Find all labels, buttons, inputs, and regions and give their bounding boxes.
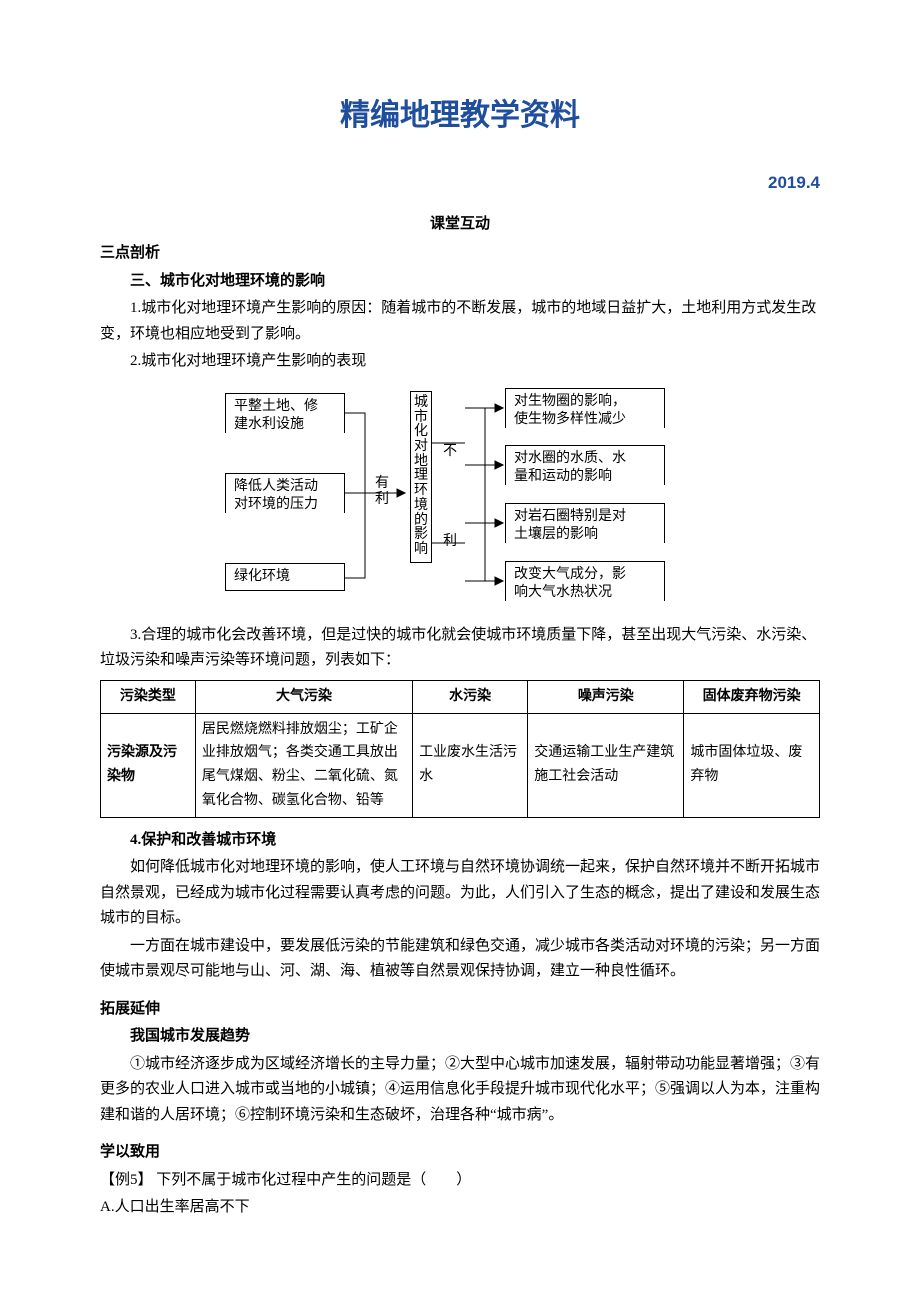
diagram-left-2: 降低人类活动 对环境的压力: [225, 473, 345, 513]
para-4b: 一方面在城市建设中，要发展低污染的节能建筑和绿色交通，减少城市各类活动对环境的污…: [100, 934, 820, 985]
question-5-opt-a: A.人口出生率居高不下: [100, 1195, 820, 1221]
col-noise: 噪声污染: [528, 680, 684, 713]
main-title: 精编地理教学资料: [100, 90, 820, 141]
diagram-urbanization: 平整土地、修 建水利设施 降低人类活动 对环境的压力 绿化环境 有 利 不 利 …: [100, 383, 820, 613]
para-3-3: 3.合理的城市化会改善环境，但是过快的城市化就会使城市环境质量下降，甚至出现大气…: [100, 623, 820, 674]
row-header: 污染源及污染物: [101, 713, 196, 817]
diagram-label-favorable-top: 有: [375, 475, 389, 491]
diagram-left-1: 平整土地、修 建水利设施: [225, 393, 345, 433]
heading-analyze: 三点剖析: [100, 241, 820, 267]
col-solid: 固体废弃物污染: [684, 680, 820, 713]
diagram-label-unfavorable-bot: 利: [443, 533, 457, 549]
para-3-1: 1.城市化对地理环境产生影响的原因：随着城市的不断发展，城市的地域日益扩大，土地…: [100, 296, 820, 347]
heading-4: 4.保护和改善城市环境: [100, 828, 820, 854]
col-type: 污染类型: [101, 680, 196, 713]
para-3-2: 2.城市化对地理环境产生影响的表现: [100, 349, 820, 375]
question-5: 【例5】 下列不属于城市化过程中产生的问题是（ ）: [100, 1168, 820, 1194]
heading-apply: 学以致用: [100, 1140, 820, 1166]
diagram-right-3: 对岩石圈特别是对 土壤层的影响: [505, 503, 665, 543]
diagram-svg: 平整土地、修 建水利设施 降低人类活动 对环境的压力 绿化环境 有 利 不 利 …: [225, 383, 695, 613]
para-5: ①城市经济逐步成为区域经济增长的主导力量；②大型中心城市加速发展，辐射带动功能显…: [100, 1052, 820, 1129]
cell-solid: 城市固体垃圾、废弃物: [684, 713, 820, 817]
col-water: 水污染: [413, 680, 528, 713]
table-row: 污染源及污染物 居民燃烧燃料排放烟尘；工矿企业排放烟气；各类交通工具放出尾气煤烟…: [101, 713, 820, 817]
pollution-table: 污染类型 大气污染 水污染 噪声污染 固体废弃物污染 污染源及污染物 居民燃烧燃…: [100, 680, 820, 818]
cell-noise: 交通运输工业生产建筑施工社会活动: [528, 713, 684, 817]
section-title: 课堂互动: [100, 212, 820, 238]
para-4a: 如何降低城市化对地理环境的影响，使人工环境与自然环境协调统一起来，保护自然环境并…: [100, 855, 820, 932]
diagram-right-1: 对生物圈的影响， 使生物多样性减少: [505, 388, 665, 428]
heading-trend: 我国城市发展趋势: [100, 1024, 820, 1050]
diagram-right-2: 对水圈的水质、水 量和运动的影响: [505, 445, 665, 485]
col-air: 大气污染: [195, 680, 412, 713]
heading-extend: 拓展延伸: [100, 997, 820, 1023]
diagram-label-unfavorable-top: 不: [443, 444, 457, 459]
diagram-left-3: 绿化环境: [225, 563, 345, 591]
heading-3: 三、城市化对地理环境的影响: [100, 269, 820, 295]
document-date: 2019.4: [100, 169, 820, 198]
cell-water: 工业废水生活污水: [413, 713, 528, 817]
diagram-right-4: 改变大气成分，影 响大气水热状况: [505, 561, 665, 601]
document-page: 精编地理教学资料 2019.4 课堂互动 三点剖析 三、城市化对地理环境的影响 …: [0, 0, 920, 1302]
diagram-center: 城市化对地理环境的影响: [410, 391, 432, 563]
table-header-row: 污染类型 大气污染 水污染 噪声污染 固体废弃物污染: [101, 680, 820, 713]
cell-air: 居民燃烧燃料排放烟尘；工矿企业排放烟气；各类交通工具放出尾气煤烟、粉尘、二氧化硫…: [195, 713, 412, 817]
